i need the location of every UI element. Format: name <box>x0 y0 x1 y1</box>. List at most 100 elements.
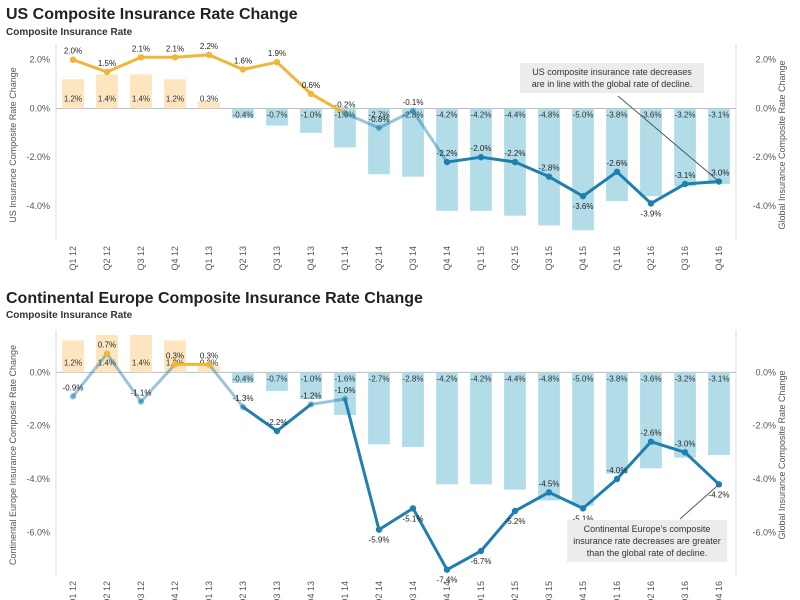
regional-rate-line-segment <box>207 362 245 409</box>
regional-rate-point <box>205 51 213 59</box>
regional-rate-point <box>443 566 451 573</box>
global-rate-bar <box>300 372 322 399</box>
regional-rate-point <box>273 427 281 435</box>
x-tick-label: Q2 14 <box>374 246 384 271</box>
regional-rate-point <box>511 158 519 166</box>
y-tick-label-right: 0.0% <box>755 103 776 113</box>
global-rate-bar <box>402 108 424 177</box>
x-tick-label: Q3 14 <box>408 581 418 600</box>
regional-rate-point <box>613 475 621 483</box>
x-tick-label: Q3 16 <box>680 581 690 600</box>
regional-rate-line-segment <box>275 402 313 433</box>
bar-data-label: -4.4% <box>505 110 526 119</box>
global-rate-bar <box>164 79 186 109</box>
global-rate-bar <box>504 372 526 490</box>
line-data-label: 0.6% <box>302 81 320 90</box>
line-data-label: 0.3% <box>166 351 184 360</box>
chart-subtitle: Composite Insurance Rate <box>6 27 133 38</box>
regional-rate-point <box>375 124 383 132</box>
line-data-label: -0.8% <box>369 115 390 124</box>
regional-rate-line-segment <box>105 55 143 74</box>
bar-data-label: -3.8% <box>607 110 628 119</box>
line-data-label: -2.8% <box>539 164 560 173</box>
x-tick-label: Q4 16 <box>714 246 724 271</box>
regional-rate-line-segment <box>343 111 381 130</box>
x-tick-label: Q2 13 <box>238 246 248 271</box>
x-tick-label: Q4 15 <box>578 246 588 271</box>
y-axis-title-right: Global Insurance Composite Rate Change <box>777 60 787 229</box>
regional-rate-line-segment <box>445 155 483 164</box>
line-data-label: 0.7% <box>98 341 116 350</box>
bar-data-label: -2.7% <box>369 374 390 383</box>
y-tick-label-left: -4.0% <box>26 201 50 211</box>
regional-rate-point <box>103 68 111 76</box>
regional-rate-point <box>579 192 587 200</box>
line-data-label: -1.3% <box>233 394 254 403</box>
regional-rate-point <box>477 547 485 555</box>
line-data-label: 1.5% <box>98 59 116 68</box>
x-tick-label: Q4 12 <box>170 581 180 600</box>
y-tick-label-left: -4.0% <box>26 474 50 484</box>
bar-data-label: -4.2% <box>471 110 492 119</box>
global-rate-bar <box>368 372 390 445</box>
line-data-label: -0.9% <box>63 383 84 392</box>
y-tick-label-left: -2.0% <box>26 421 50 431</box>
global-rate-bar <box>572 372 594 506</box>
y-axis-title-left: Continental Europe Insurance Composite R… <box>8 345 18 565</box>
regional-rate-line-segment <box>411 109 449 164</box>
regional-rate-point <box>647 438 655 445</box>
y-tick-label-right: -4.0% <box>752 201 776 211</box>
regional-rate-line-segment <box>309 397 347 406</box>
regional-rate-point <box>681 180 689 188</box>
regional-rate-point <box>545 173 553 180</box>
regional-rate-point <box>239 66 247 73</box>
regional-rate-line-segment <box>513 490 551 513</box>
line-data-label: 2.1% <box>166 44 184 53</box>
line-data-label: 2.1% <box>132 44 150 53</box>
regional-rate-line-segment <box>207 53 245 71</box>
x-tick-label: Q4 12 <box>170 246 180 271</box>
x-tick-label: Q1 13 <box>204 581 214 600</box>
line-data-label: -5.1% <box>573 514 594 523</box>
bar-data-label: 1.4% <box>98 94 116 103</box>
regional-rate-line-segment <box>615 170 653 205</box>
line-data-label: 1.9% <box>268 49 286 58</box>
bar-data-label: -4.2% <box>437 374 458 383</box>
global-rate-bar <box>368 108 390 175</box>
x-tick-label: Q3 12 <box>136 581 146 600</box>
line-data-label: -3.0% <box>709 169 730 178</box>
line-data-label: -2.2% <box>437 149 458 158</box>
global-rate-bar <box>640 108 662 197</box>
chart-annotation: US composite insurance rate decreases ar… <box>520 63 704 93</box>
x-tick-label: Q1 14 <box>340 581 350 600</box>
regional-rate-point <box>477 153 485 161</box>
regional-rate-line-segment <box>615 440 653 481</box>
regional-rate-line-segment <box>241 405 279 433</box>
y-tick-label-right: 0.0% <box>755 367 776 377</box>
line-data-label: -5.2% <box>505 517 526 526</box>
bar-data-label: -0.7% <box>267 374 288 383</box>
regional-rate-line-segment <box>275 60 313 96</box>
bar-data-label: 0.3% <box>200 94 218 103</box>
x-tick-label: Q4 16 <box>714 581 724 600</box>
global-rate-bar <box>470 372 492 485</box>
x-tick-label: Q4 15 <box>578 581 588 600</box>
chart-title: US Composite Insurance Rate Change <box>6 6 298 23</box>
regional-rate-point <box>137 398 145 405</box>
bar-data-label: -4.4% <box>505 374 526 383</box>
y-tick-label-right: -2.0% <box>752 421 776 431</box>
chart-subtitle: Composite Insurance Rate <box>6 310 133 321</box>
global-rate-bar <box>606 108 628 202</box>
regional-rate-point <box>579 505 587 512</box>
bar-data-label: -1.6% <box>335 374 356 383</box>
regional-rate-line-segment <box>547 490 585 510</box>
global-rate-bar <box>538 372 560 501</box>
bar-data-label: -5.0% <box>573 110 594 119</box>
bar-data-label: -4.2% <box>437 110 458 119</box>
y-tick-label-right: 2.0% <box>755 55 776 65</box>
global-rate-bar <box>198 101 220 109</box>
regional-rate-line-segment <box>71 58 109 74</box>
x-tick-label: Q4 14 <box>442 246 452 271</box>
global-rate-bar <box>62 79 84 109</box>
bar-data-label: 1.4% <box>98 358 116 367</box>
